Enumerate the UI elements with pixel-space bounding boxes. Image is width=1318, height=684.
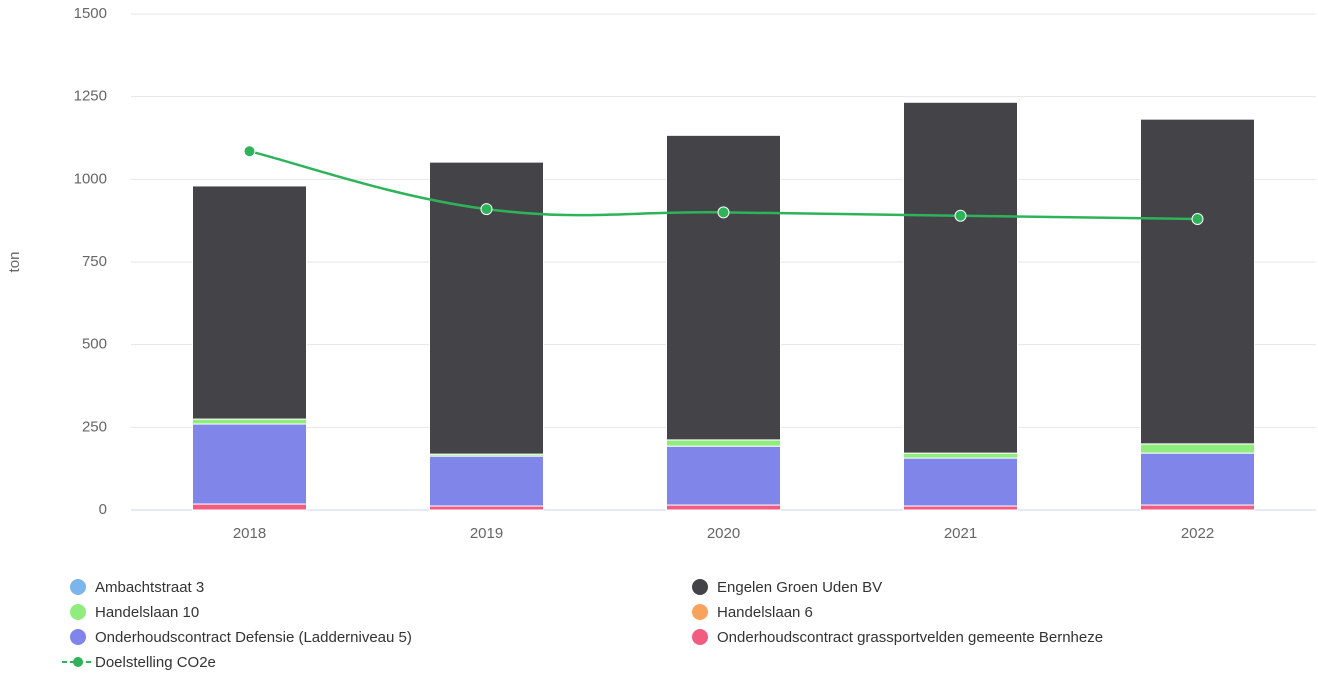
bar-segment — [192, 418, 307, 425]
bar-segment — [903, 505, 1018, 511]
legend-marker — [70, 579, 86, 595]
bar-segment — [1140, 443, 1255, 454]
bar-segment — [903, 452, 1018, 459]
legend-marker — [692, 579, 708, 595]
legend-marker — [73, 657, 83, 667]
bar-segment — [666, 504, 781, 511]
y-tick-label: 1250 — [74, 88, 107, 105]
target-point — [954, 209, 967, 222]
legend-label: Handelslaan 6 — [717, 604, 813, 621]
bar-segment — [192, 185, 307, 420]
legend-label: Engelen Groen Uden BV — [717, 579, 882, 596]
x-tick-label: 2020 — [707, 525, 740, 542]
target-point — [1191, 213, 1204, 226]
target-point — [243, 145, 256, 158]
y-tick-label: 250 — [82, 418, 107, 435]
y-tick-label: 1500 — [74, 5, 107, 22]
bar-segment — [429, 505, 544, 511]
bar-segment — [903, 457, 1018, 507]
bar-segment — [666, 439, 781, 447]
bar-segment — [1140, 118, 1255, 445]
legend-label: Handelslaan 10 — [95, 604, 199, 621]
bar-segment — [903, 101, 1018, 454]
x-tick-label: 2022 — [1181, 525, 1214, 542]
x-tick-label: 2021 — [944, 525, 977, 542]
legend-label: Ambachtstraat 3 — [95, 579, 204, 596]
y-axis-label: ton — [6, 252, 23, 273]
bar-segment — [429, 455, 544, 507]
target-point — [480, 203, 493, 216]
x-tick-label: 2018 — [233, 525, 266, 542]
legend-marker — [692, 629, 708, 645]
bar-segment — [192, 503, 307, 511]
legend-label: Doelstelling CO2e — [95, 654, 216, 671]
bar-segment — [666, 445, 781, 506]
legend-label: Onderhoudscontract Defensie (Laddernivea… — [95, 629, 412, 646]
y-tick-label: 0 — [99, 501, 107, 518]
legend-marker — [692, 604, 708, 620]
target-point — [717, 206, 730, 219]
bar-segment — [192, 423, 307, 505]
bar-segment — [1140, 504, 1255, 511]
x-tick-label: 2019 — [470, 525, 503, 542]
legend-marker — [70, 604, 86, 620]
y-tick-label: 750 — [82, 253, 107, 270]
bar-segment — [666, 134, 781, 441]
legend-marker — [70, 629, 86, 645]
bar-segment — [1140, 452, 1255, 506]
y-tick-label: 1000 — [74, 170, 107, 187]
y-tick-label: 500 — [82, 336, 107, 353]
legend-label: Onderhoudscontract grassportvelden gemee… — [717, 629, 1103, 646]
